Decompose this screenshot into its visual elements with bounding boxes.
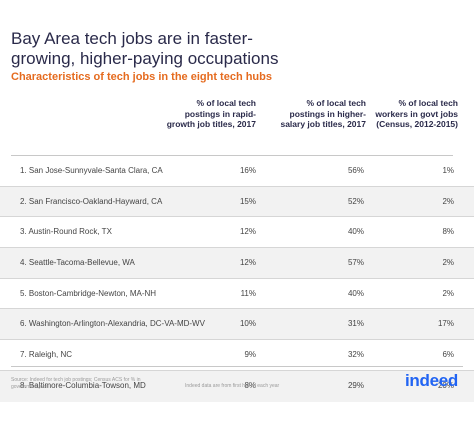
govt-jobs-value: 1% xyxy=(442,166,454,175)
table-row: 4. Seattle-Tacoma-Bellevue, WA 12% 57% 2… xyxy=(0,248,474,279)
higher-salary-value: 56% xyxy=(347,166,364,175)
govt-jobs-value: 6% xyxy=(442,350,454,360)
metro-name: 4. Seattle-Tacoma-Bellevue, WA xyxy=(20,258,135,268)
table-row: 8. Baltimore-Columbia-Towson, MD 8% 29% … xyxy=(0,370,474,402)
higher-salary-value: 31% xyxy=(347,319,364,329)
table-row: 1. San Jose-Sunnyvale-Santa Clara, CA 16… xyxy=(0,156,474,187)
govt-jobs-value: 2% xyxy=(442,258,454,268)
higher-salary-value: 40% xyxy=(347,227,364,237)
chart-title: Bay Area tech jobs are in faster-growing… xyxy=(11,29,279,68)
table-row: 2. San Francisco-Oakland-Hayward, CA 15%… xyxy=(0,186,474,218)
table-row: 5. Boston-Cambridge-Newton, MA-NH 11% 40… xyxy=(0,279,474,310)
chart-subtitle: Characteristics of tech jobs in the eigh… xyxy=(11,71,272,83)
footer-divider xyxy=(11,366,463,367)
govt-jobs-value: 2% xyxy=(442,196,454,206)
rapid-growth-value: 11% xyxy=(240,288,256,298)
rapid-growth-value: 16% xyxy=(239,166,256,175)
metro-name: 5. Boston-Cambridge-Newton, MA-NH xyxy=(20,288,157,298)
rapid-growth-value: 9% xyxy=(244,350,256,360)
govt-jobs-value: 2% xyxy=(442,288,454,298)
govt-jobs-value: 17% xyxy=(437,319,454,329)
metro-name: 8. Baltimore-Columbia-Towson, MD xyxy=(20,380,146,390)
higher-salary-value: 32% xyxy=(347,350,364,360)
indeed-logo: indeed xyxy=(405,371,458,390)
column-header-higher-salary: % of local tech postings in higher-salar… xyxy=(280,98,366,129)
table-row: 3. Austin-Round Rock, TX 12% 40% 8% xyxy=(0,217,474,249)
rapid-growth-value: 10% xyxy=(239,319,256,329)
source-note: Source: Indeed for tech job postings; Ce… xyxy=(11,377,141,390)
metro-name: 7. Raleigh, NC xyxy=(20,350,73,360)
data-note: Indeed data are from first half of each … xyxy=(185,383,280,389)
higher-salary-value: 29% xyxy=(347,380,364,390)
metro-name: 2. San Francisco-Oakland-Hayward, CA xyxy=(20,196,163,206)
column-header-govt-jobs: % of local tech workers in govt jobs (Ce… xyxy=(375,98,458,129)
rapid-growth-value: 12% xyxy=(239,227,256,237)
column-header-rapid-growth: % of local tech postings in rapid-growth… xyxy=(166,98,256,129)
metro-name: 6. Washington-Arlington-Alexandria, DC-V… xyxy=(20,319,205,329)
rapid-growth-value: 8% xyxy=(244,380,256,390)
govt-jobs-value: 8% xyxy=(442,227,454,237)
table-row: 7. Raleigh, NC 9% 32% 6% xyxy=(0,340,474,371)
table-body: 1. San Jose-Sunnyvale-Santa Clara, CA 16… xyxy=(0,156,474,402)
higher-salary-value: 57% xyxy=(347,258,364,268)
metro-name: 1. San Jose-Sunnyvale-Santa Clara, CA xyxy=(20,166,163,175)
higher-salary-value: 40% xyxy=(347,288,364,298)
rapid-growth-value: 15% xyxy=(239,196,256,206)
metro-name: 3. Austin-Round Rock, TX xyxy=(20,227,112,237)
header-divider xyxy=(11,155,453,156)
higher-salary-value: 52% xyxy=(347,196,364,206)
govt-jobs-value: 20% xyxy=(437,380,454,390)
table-row: 6. Washington-Arlington-Alexandria, DC-V… xyxy=(0,309,474,341)
rapid-growth-value: 12% xyxy=(239,258,256,268)
